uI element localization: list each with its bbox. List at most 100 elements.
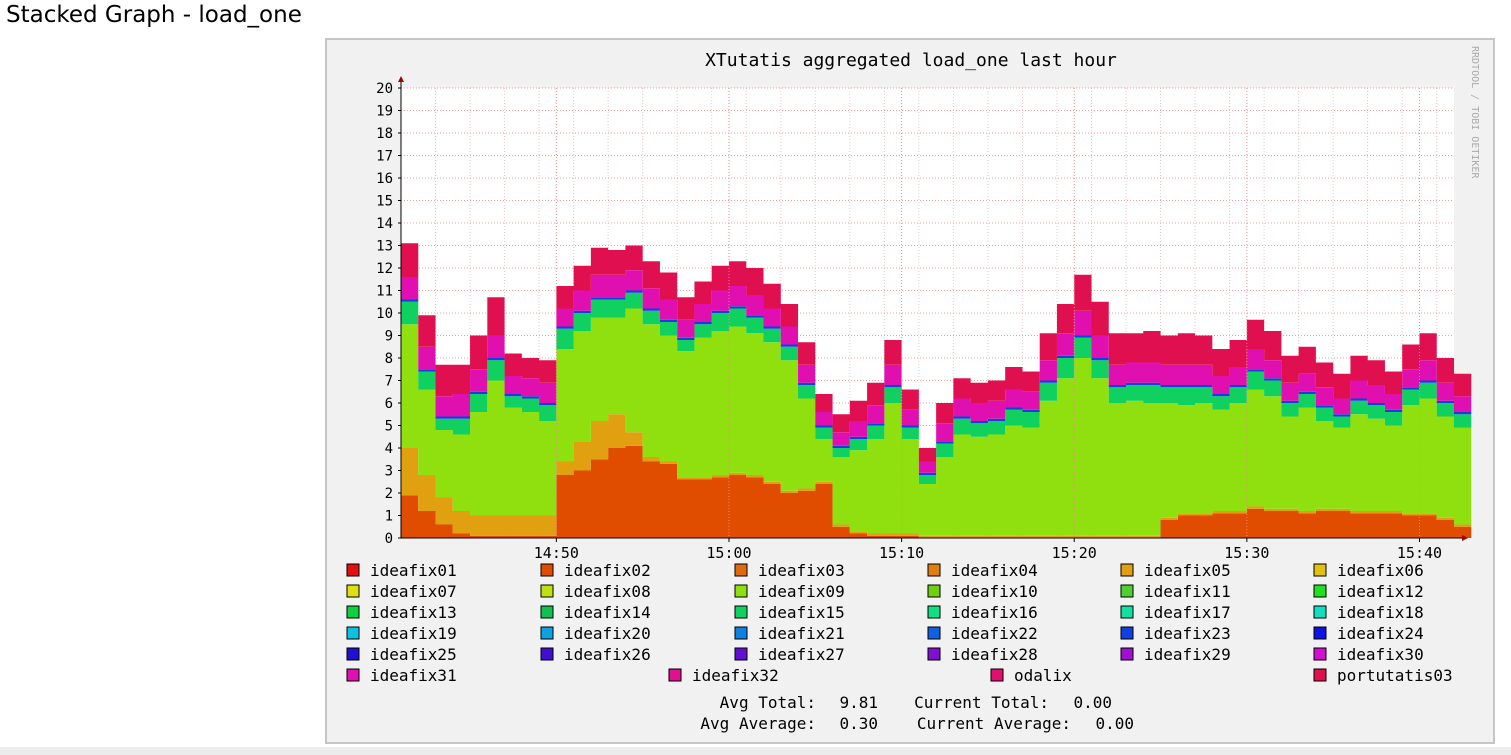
legend-label-ideafix13: ideafix13	[370, 603, 457, 622]
legend-label-ideafix24: ideafix24	[1337, 624, 1424, 643]
legend-swatch-ideafix25	[346, 647, 360, 661]
y-tick-label: 12	[376, 261, 393, 277]
y-tick-label: 5	[385, 419, 393, 435]
legend-label-ideafix15: ideafix15	[758, 603, 845, 622]
legend-label-ideafix21: ideafix21	[758, 624, 845, 643]
legend-label-ideafix12: ideafix12	[1337, 582, 1424, 601]
legend-swatch-ideafix27	[734, 647, 748, 661]
y-tick-label: 3	[385, 464, 393, 480]
legend-label-portutatis03: portutatis03	[1337, 666, 1453, 685]
avg-total-value: 9.81	[839, 693, 878, 712]
y-tick-label: 16	[376, 171, 393, 187]
x-tick-label: 15:20	[1052, 544, 1097, 562]
legend-swatch-ideafix21	[734, 626, 748, 640]
legend-label-ideafix16: ideafix16	[951, 603, 1038, 622]
legend-label-ideafix32: ideafix32	[692, 666, 779, 685]
area-series-portutatis03	[401, 243, 1472, 462]
legend-swatch-ideafix12	[1313, 584, 1327, 598]
y-tick-label: 4	[385, 441, 393, 457]
legend-label-ideafix07: ideafix07	[370, 582, 457, 601]
y-tick-label: 15	[376, 194, 393, 210]
legend-swatch-ideafix06	[1313, 563, 1327, 577]
y-tick-label: 7	[385, 374, 393, 390]
legend-swatch-ideafix08	[540, 584, 554, 598]
y-tick-label: 9	[385, 329, 393, 345]
legend-swatch-ideafix17	[1120, 605, 1134, 619]
x-tick-label: 15:00	[706, 544, 751, 562]
legend-swatch-ideafix31	[346, 668, 360, 682]
legend-swatch-ideafix23	[1120, 626, 1134, 640]
legend-label-ideafix18: ideafix18	[1337, 603, 1424, 622]
avg-average-label: Avg Average:	[700, 714, 816, 733]
legend-swatch-ideafix15	[734, 605, 748, 619]
legend-label-ideafix03: ideafix03	[758, 561, 845, 580]
x-tick-label: 15:40	[1397, 544, 1442, 562]
legend-label-ideafix28: ideafix28	[951, 645, 1038, 664]
current-average-value: 0.00	[1095, 714, 1134, 733]
legend-swatch-ideafix20	[540, 626, 554, 640]
legend-swatch-portutatis03	[1313, 668, 1327, 682]
legend-label-ideafix30: ideafix30	[1337, 645, 1424, 664]
legend-swatch-ideafix03	[734, 563, 748, 577]
legend-label-ideafix10: ideafix10	[951, 582, 1038, 601]
legend-swatch-ideafix13	[346, 605, 360, 619]
y-tick-label: 8	[385, 351, 393, 367]
legend-label-ideafix05: ideafix05	[1144, 561, 1231, 580]
legend-swatch-ideafix28	[927, 647, 941, 661]
legend-swatch-ideafix04	[927, 563, 941, 577]
legend-label-ideafix31: ideafix31	[370, 666, 457, 685]
legend-swatch-ideafix29	[1120, 647, 1134, 661]
legend-swatch-ideafix30	[1313, 647, 1327, 661]
area-series-ideafix02	[401, 445, 1472, 538]
area-series-ideafix31	[401, 270, 1472, 473]
summary-stats: Avg Total: 9.81 Current Total: 0.00 Avg …	[700, 693, 1134, 733]
legend-label-ideafix02: ideafix02	[564, 561, 651, 580]
legend-label-ideafix22: ideafix22	[951, 624, 1038, 643]
legend-label-ideafix23: ideafix23	[1144, 624, 1231, 643]
legend-swatch-ideafix10	[927, 584, 941, 598]
legend-label-odalix: odalix	[1014, 666, 1072, 685]
legend-label-ideafix20: ideafix20	[564, 624, 651, 643]
y-tick-label: 19	[376, 104, 393, 120]
legend: ideafix01 ideafix02 ideafix03 ideafix04 idea…	[346, 561, 1453, 685]
rrdtool-watermark: RRDTOOL / TOBI OETIKER	[1469, 46, 1480, 179]
graph-frame: XTutatis aggregated load_one last hour R…	[325, 38, 1495, 744]
page-bottom-bar	[0, 747, 1511, 755]
legend-swatch-ideafix07	[346, 584, 360, 598]
x-axis-arrow	[1462, 535, 1468, 541]
legend-label-ideafix29: ideafix29	[1144, 645, 1231, 664]
y-tick-label: 13	[376, 239, 393, 255]
current-total-value: 0.00	[1073, 693, 1112, 712]
legend-swatch-ideafix09	[734, 584, 748, 598]
y-axis-arrow	[398, 76, 404, 82]
legend-label-ideafix19: ideafix19	[370, 624, 457, 643]
legend-label-ideafix25: ideafix25	[370, 645, 457, 664]
y-tick-label: 6	[385, 396, 393, 412]
current-total-label: Current Total:	[914, 693, 1049, 712]
y-tick-label: 0	[385, 531, 393, 547]
avg-total-label: Avg Total:	[720, 693, 816, 712]
legend-swatch-ideafix05	[1120, 563, 1134, 577]
legend-swatch-ideafix02	[540, 563, 554, 577]
legend-label-ideafix14: ideafix14	[564, 603, 651, 622]
legend-label-ideafix06: ideafix06	[1337, 561, 1424, 580]
legend-swatch-odalix	[990, 668, 1004, 682]
legend-label-ideafix01: ideafix01	[370, 561, 457, 580]
y-tick-label: 17	[376, 149, 393, 165]
legend-swatch-ideafix16	[927, 605, 941, 619]
legend-label-ideafix11: ideafix11	[1144, 582, 1231, 601]
legend-swatch-ideafix11	[1120, 584, 1134, 598]
legend-label-ideafix08: ideafix08	[564, 582, 651, 601]
chart-title: XTutatis aggregated load_one last hour	[705, 50, 1117, 71]
x-tick-label: 15:10	[879, 544, 924, 562]
y-tick-label: 20	[376, 81, 393, 97]
current-average-label: Current Average:	[917, 714, 1071, 733]
y-tick-label: 1	[385, 509, 393, 525]
legend-label-ideafix04: ideafix04	[951, 561, 1038, 580]
legend-label-ideafix26: ideafix26	[564, 645, 651, 664]
y-tick-label: 2	[385, 486, 393, 502]
x-tick-label: 14:50	[534, 544, 579, 562]
legend-swatch-ideafix26	[540, 647, 554, 661]
legend-label-ideafix17: ideafix17	[1144, 603, 1231, 622]
